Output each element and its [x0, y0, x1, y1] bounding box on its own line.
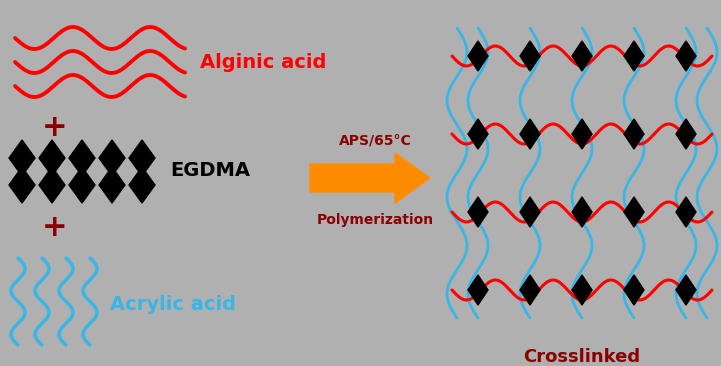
Polygon shape [468, 41, 488, 71]
Polygon shape [676, 41, 696, 71]
Polygon shape [624, 197, 644, 227]
Polygon shape [39, 167, 65, 203]
Text: +: + [43, 213, 68, 243]
Text: Crosslinked
hydrogels: Crosslinked hydrogels [523, 348, 640, 366]
Polygon shape [676, 119, 696, 149]
Polygon shape [39, 140, 65, 176]
Polygon shape [468, 275, 488, 305]
Polygon shape [520, 197, 540, 227]
Polygon shape [676, 275, 696, 305]
Polygon shape [129, 167, 155, 203]
Polygon shape [9, 140, 35, 176]
Polygon shape [624, 41, 644, 71]
Polygon shape [99, 167, 125, 203]
Polygon shape [624, 119, 644, 149]
Polygon shape [572, 41, 592, 71]
Polygon shape [572, 197, 592, 227]
Polygon shape [468, 197, 488, 227]
Polygon shape [520, 41, 540, 71]
Polygon shape [572, 119, 592, 149]
Polygon shape [520, 119, 540, 149]
FancyArrow shape [310, 153, 430, 203]
Text: EGDMA: EGDMA [170, 161, 250, 180]
Polygon shape [129, 140, 155, 176]
Polygon shape [468, 119, 488, 149]
Polygon shape [572, 275, 592, 305]
Polygon shape [69, 167, 95, 203]
Text: Acrylic acid: Acrylic acid [110, 295, 236, 314]
Polygon shape [9, 167, 35, 203]
Text: +: + [43, 113, 68, 142]
Polygon shape [99, 140, 125, 176]
Text: APS/65°C: APS/65°C [339, 133, 412, 147]
Polygon shape [520, 275, 540, 305]
Polygon shape [624, 275, 644, 305]
Text: Polymerization: Polymerization [317, 213, 433, 227]
Polygon shape [676, 197, 696, 227]
Polygon shape [69, 140, 95, 176]
Text: Alginic acid: Alginic acid [200, 52, 327, 71]
